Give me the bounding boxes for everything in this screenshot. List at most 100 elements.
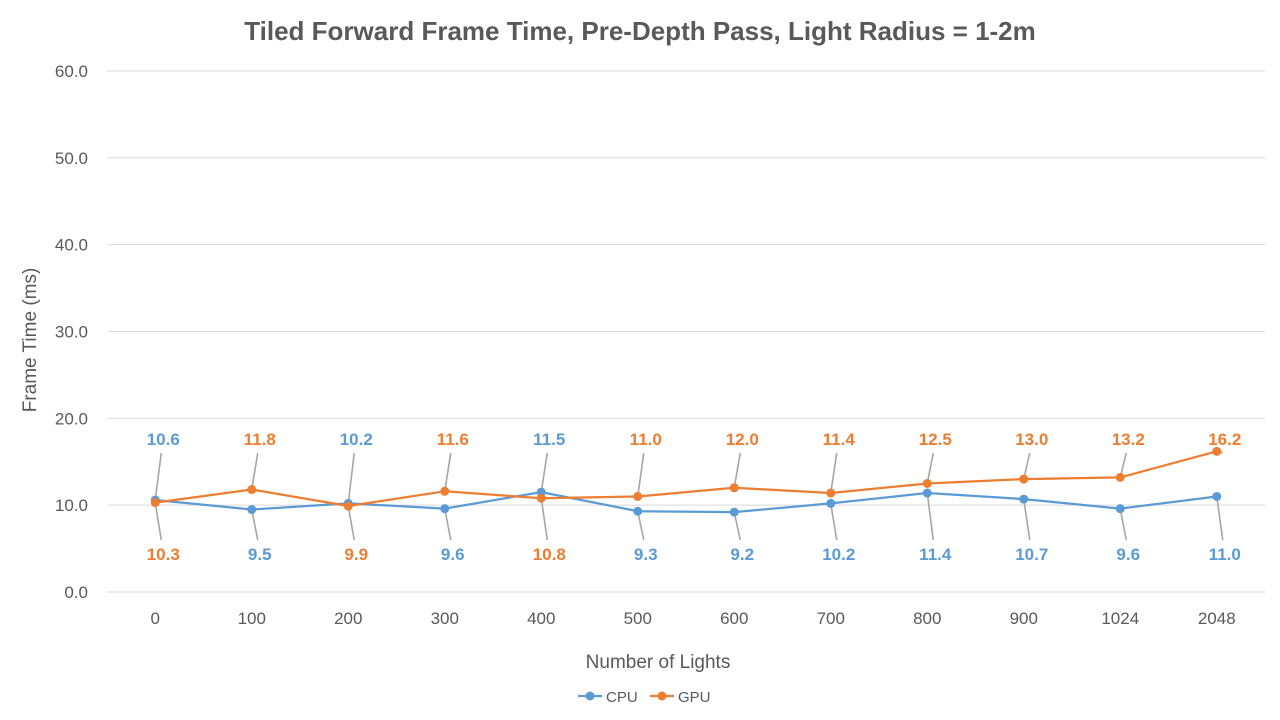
data-label-gpu: 11.6	[437, 430, 469, 449]
leader-line	[926, 452, 935, 484]
legend: CPU GPU	[578, 689, 711, 706]
legend-label-cpu: CPU	[606, 689, 638, 706]
x-tick-label: 700	[817, 609, 845, 628]
data-point-cpu	[440, 504, 450, 514]
data-point-gpu	[150, 498, 160, 508]
x-tick-label: 400	[527, 609, 555, 628]
data-point-gpu	[247, 485, 257, 495]
data-label-gpu: 11.4	[823, 430, 856, 449]
series-line-gpu	[155, 450, 1218, 508]
leader-line	[733, 452, 742, 488]
data-label-cpu: 10.7	[1015, 545, 1048, 564]
data-point-gpu	[343, 501, 353, 511]
data-label-gpu: 16.2	[1208, 430, 1241, 449]
series-lines	[150, 446, 1222, 517]
leader-line	[1119, 508, 1128, 541]
leader-line	[733, 511, 742, 541]
x-axis-title: Number of Lights	[586, 652, 731, 673]
series-line-cpu	[155, 490, 1217, 514]
data-label-cpu: 9.5	[248, 545, 272, 564]
y-tick-label: 50.0	[55, 149, 88, 168]
data-label-leaders	[154, 450, 1224, 541]
leader-line	[636, 511, 645, 541]
x-tick-label: 1024	[1101, 609, 1139, 628]
legend-marker-cpu	[585, 691, 595, 701]
data-label-cpu: 10.2	[340, 430, 373, 449]
leader-line	[347, 505, 356, 541]
y-tick-label: 40.0	[55, 236, 88, 255]
x-tick-label: 300	[431, 609, 459, 628]
data-label-gpu: 11.8	[244, 430, 276, 449]
leader-line	[250, 509, 259, 541]
data-point-gpu	[1212, 446, 1222, 456]
data-label-cpu: 10.6	[147, 430, 180, 449]
x-tick-label: 800	[913, 609, 941, 628]
x-tick-label: 600	[720, 609, 748, 628]
data-label-gpu: 11.0	[630, 430, 662, 449]
y-tick-label: 0.0	[64, 583, 88, 602]
data-point-gpu	[633, 491, 643, 501]
data-point-cpu	[247, 505, 257, 515]
data-label-gpu: 13.2	[1112, 430, 1145, 449]
data-point-cpu	[1115, 504, 1125, 514]
legend-marker-gpu	[657, 691, 667, 701]
y-tick-label: 30.0	[55, 323, 88, 342]
data-point-gpu	[536, 493, 546, 503]
data-point-gpu	[729, 483, 739, 493]
y-tick-label: 10.0	[55, 496, 88, 515]
leader-line	[250, 452, 259, 490]
data-label-gpu: 13.0	[1015, 430, 1048, 449]
data-point-cpu	[922, 488, 932, 498]
data-label-cpu: 11.4	[919, 545, 952, 564]
gridlines	[107, 70, 1265, 593]
data-point-gpu	[1115, 472, 1125, 482]
x-tick-label: 500	[624, 609, 652, 628]
leader-line	[154, 502, 163, 541]
data-label-cpu: 11.0	[1209, 545, 1241, 564]
data-label-cpu: 9.6	[441, 545, 465, 564]
data-point-gpu	[440, 486, 450, 496]
data-point-cpu	[826, 498, 836, 508]
x-axis-ticks: 0 100 200 300 400 500 600 700 800 900 1024 2048	[151, 609, 1236, 628]
leader-line	[540, 452, 549, 493]
leader-line	[443, 508, 452, 541]
data-label-gpu: 12.0	[726, 430, 759, 449]
leader-line	[1022, 498, 1031, 541]
data-label-gpu: 9.9	[344, 545, 368, 564]
data-point-gpu	[826, 488, 836, 498]
leader-line	[540, 498, 549, 541]
leader-line	[636, 452, 645, 497]
data-label-gpu: 10.8	[533, 545, 566, 564]
data-label-cpu: 10.2	[822, 545, 855, 564]
data-labels: 10.6 9.5 10.2 9.6 11.5 9.3 9.2 10.2 11.4 10.7 9.6 1…	[147, 430, 1242, 564]
data-label-cpu: 11.5	[533, 430, 565, 449]
x-tick-label: 0	[151, 609, 160, 628]
leader-line	[154, 452, 163, 501]
data-label-gpu: 10.3	[147, 545, 180, 564]
y-tick-label: 60.0	[55, 62, 88, 81]
y-axis-title: Frame Time (ms)	[20, 268, 41, 413]
data-label-cpu: 9.2	[730, 545, 754, 564]
data-point-cpu	[1019, 494, 1029, 504]
x-tick-label: 900	[1010, 609, 1038, 628]
y-axis-ticks: 0.0 10.0 20.0 30.0 40.0 50.0 60.0	[55, 62, 88, 602]
data-label-cpu: 9.6	[1116, 545, 1140, 564]
leader-line	[926, 492, 935, 541]
leader-line	[829, 452, 838, 494]
chart-title: Tiled Forward Frame Time, Pre-Depth Pass…	[244, 16, 1036, 46]
leader-line	[347, 452, 356, 504]
legend-label-gpu: GPU	[678, 689, 711, 706]
y-tick-label: 20.0	[55, 409, 88, 428]
data-point-cpu	[1212, 491, 1222, 501]
leader-line	[443, 452, 452, 492]
leader-line	[1215, 496, 1224, 541]
x-tick-label: 2048	[1198, 609, 1236, 628]
data-point-cpu	[729, 507, 739, 517]
x-tick-label: 200	[334, 609, 362, 628]
data-point-cpu	[633, 506, 643, 516]
leader-line	[829, 503, 838, 541]
data-label-gpu: 12.5	[919, 430, 952, 449]
data-point-gpu	[922, 478, 932, 488]
